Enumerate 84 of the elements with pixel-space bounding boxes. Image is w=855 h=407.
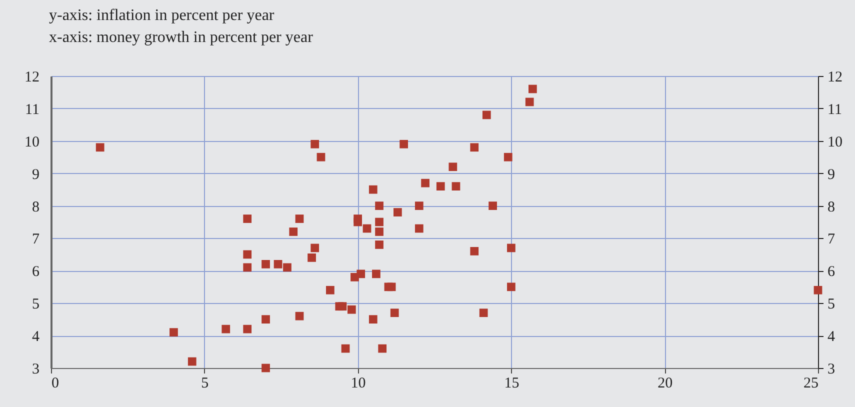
x-tick-label: 0 bbox=[52, 376, 59, 392]
point bbox=[368, 185, 378, 194]
point bbox=[394, 208, 402, 216]
point bbox=[170, 328, 178, 336]
point bbox=[387, 282, 396, 292]
x-tick-label: 5 bbox=[201, 376, 209, 392]
y2-tick-label: 9 bbox=[828, 166, 835, 183]
point bbox=[414, 224, 424, 233]
point bbox=[400, 140, 408, 148]
y2-tick-label: 7 bbox=[828, 232, 836, 248]
point bbox=[507, 244, 516, 252]
point bbox=[326, 286, 334, 294]
point bbox=[528, 84, 537, 94]
point bbox=[243, 250, 252, 259]
point bbox=[362, 224, 372, 233]
point bbox=[436, 182, 445, 190]
y2-tick-label: 11 bbox=[828, 102, 842, 118]
point bbox=[354, 218, 362, 226]
y2-tick-label: 10 bbox=[828, 134, 842, 150]
point bbox=[482, 110, 491, 120]
point bbox=[262, 315, 270, 324]
point bbox=[222, 324, 230, 334]
point bbox=[316, 152, 326, 162]
point bbox=[262, 364, 270, 372]
point bbox=[452, 182, 460, 190]
y2-tick-label: 6 bbox=[828, 264, 836, 280]
point bbox=[390, 308, 399, 318]
y2-tick-label: 3 bbox=[828, 362, 835, 378]
point bbox=[274, 260, 282, 268]
point bbox=[448, 162, 458, 172]
point bbox=[295, 214, 304, 223]
point bbox=[375, 218, 384, 226]
y-tick-label: 3 bbox=[32, 362, 40, 378]
point bbox=[372, 270, 380, 278]
point bbox=[283, 263, 292, 272]
point bbox=[243, 324, 252, 334]
point bbox=[310, 140, 320, 148]
point bbox=[488, 202, 497, 210]
point bbox=[479, 308, 488, 318]
point bbox=[356, 270, 366, 278]
point bbox=[421, 178, 430, 188]
y-tick-label: 8 bbox=[32, 199, 40, 216]
point bbox=[375, 202, 384, 210]
y-tick-label: 4 bbox=[32, 329, 40, 346]
x-tick-label: 20 bbox=[658, 376, 673, 392]
point bbox=[414, 202, 424, 210]
point bbox=[375, 240, 384, 249]
y-tick-label: 10 bbox=[24, 134, 40, 150]
y-tick-label: 9 bbox=[32, 166, 40, 183]
x-axis-title: x-axis: money growth in percent per year bbox=[49, 29, 314, 46]
y2-tick-label: 5 bbox=[828, 296, 835, 313]
point bbox=[243, 263, 252, 272]
point bbox=[310, 244, 320, 252]
x-tick-label: 10 bbox=[350, 376, 366, 392]
point bbox=[525, 98, 534, 106]
point bbox=[295, 312, 304, 320]
point bbox=[188, 357, 196, 366]
point bbox=[378, 344, 387, 353]
point bbox=[338, 302, 347, 311]
y-tick-label: 11 bbox=[25, 102, 40, 118]
point bbox=[243, 214, 252, 223]
point bbox=[470, 247, 479, 256]
point bbox=[289, 228, 298, 236]
point bbox=[347, 305, 356, 314]
y-axis-title: y-axis: inflation in percent per year bbox=[49, 7, 275, 24]
point bbox=[368, 315, 378, 324]
y2-tick-label: 4 bbox=[828, 329, 836, 346]
point bbox=[96, 143, 104, 152]
point bbox=[470, 143, 479, 152]
y-tick-label: 5 bbox=[32, 296, 40, 313]
y-tick-label: 12 bbox=[24, 70, 40, 86]
x-tick-label: 25 bbox=[804, 376, 818, 392]
y-tick-label: 7 bbox=[32, 232, 40, 248]
y2-tick-label: 12 bbox=[828, 70, 842, 86]
x-tick-label: 15 bbox=[504, 376, 520, 392]
point bbox=[814, 286, 822, 294]
point bbox=[507, 282, 516, 292]
point bbox=[262, 260, 270, 268]
y-tick-label: 6 bbox=[32, 264, 40, 280]
point bbox=[308, 254, 316, 262]
point bbox=[504, 152, 512, 162]
point bbox=[375, 228, 384, 236]
point bbox=[341, 344, 350, 353]
y2-tick-label: 8 bbox=[828, 199, 835, 216]
